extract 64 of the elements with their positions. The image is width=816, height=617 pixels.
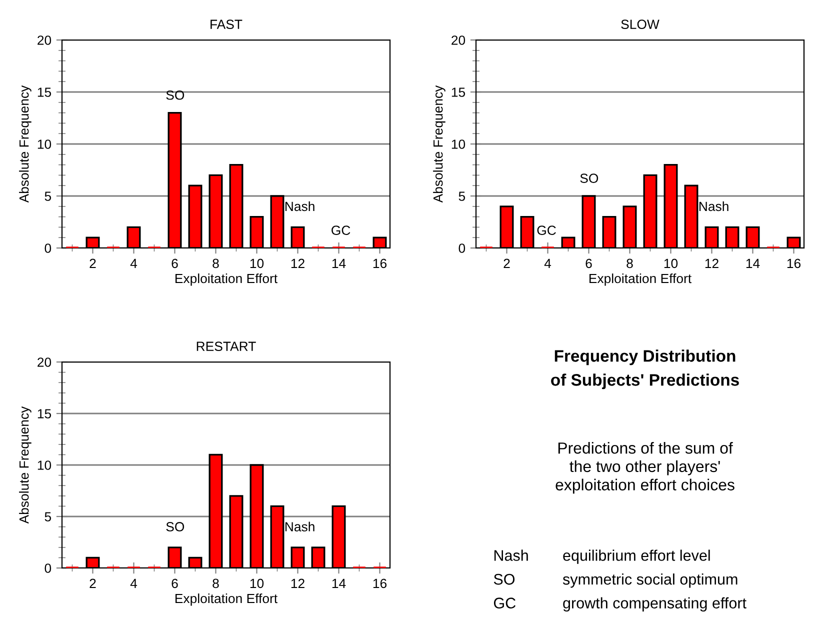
x-tick-label: 16 (373, 578, 387, 588)
x-tick-label: 10 (250, 258, 264, 268)
x-tick-label: 8 (626, 258, 633, 268)
x-tick-label: 6 (172, 258, 178, 268)
x-tick-label: 16 (373, 258, 387, 268)
x-tick-label: 14 (332, 578, 346, 588)
x-tick-label: 12 (291, 258, 304, 268)
annotation: SO (580, 174, 598, 183)
x-tick-label: 8 (212, 258, 219, 268)
x-tick-label: 4 (130, 258, 138, 268)
x-tick-label: 2 (504, 258, 510, 268)
y-tick-label: 15 (452, 88, 466, 97)
x-tick-label: 8 (212, 578, 219, 588)
x-tick-label: 2 (90, 578, 96, 588)
x-tick-label: 14 (746, 258, 760, 268)
x-tick-label: 6 (586, 258, 592, 268)
x-axis-title: Exploitation Effort (175, 273, 278, 286)
x-tick-label: 2 (90, 258, 96, 268)
y-tick-label: 0 (44, 564, 52, 573)
y-axis-title: Absolute Frequency (433, 85, 446, 203)
annotation: SO (166, 90, 184, 100)
y-tick-label: 20 (38, 36, 52, 45)
y-tick-label: 5 (44, 192, 52, 201)
text: growth compensating effort (563, 597, 746, 612)
annotation: SO (166, 522, 184, 532)
y-tick-label: 5 (458, 192, 466, 201)
x-axis-title: Exploitation Effort (175, 593, 278, 606)
x-axis-title: Exploitation Effort (589, 273, 692, 286)
x-tick-label: 16 (787, 258, 801, 268)
text: Frequency Distribution of Subjects' Predictions (551, 350, 739, 390)
chart-title: RESTART (196, 342, 256, 352)
x-tick-label: 10 (664, 258, 678, 268)
y-tick-label: 10 (38, 140, 52, 149)
text: symmetric social optimum (562, 573, 738, 588)
y-tick-label: 20 (38, 358, 52, 367)
y-axis-title: Absolute Frequency (19, 406, 32, 524)
y-tick-label: 15 (38, 409, 52, 418)
chart-title: FAST (210, 20, 242, 30)
y-tick-label: 15 (38, 88, 52, 97)
x-tick-label: 6 (172, 578, 178, 588)
y-tick-label: 10 (38, 460, 52, 470)
y-tick-label: 5 (44, 512, 52, 522)
annotation: Nash (285, 522, 314, 532)
y-tick-label: 0 (44, 244, 52, 253)
text: Nash (494, 550, 528, 561)
x-tick-label: 4 (130, 578, 138, 588)
text: SO (494, 574, 515, 585)
annotation: GC (332, 226, 350, 235)
text: equilibrium effort level (563, 550, 710, 564)
y-tick-label: 0 (458, 244, 466, 253)
y-tick-label: 20 (452, 36, 466, 45)
chart-title: SLOW (621, 20, 660, 30)
y-tick-label: 10 (452, 140, 466, 149)
x-tick-label: 14 (332, 258, 346, 268)
annotation: GC (537, 226, 556, 235)
x-tick-label: 10 (250, 578, 264, 588)
text: GC (494, 598, 516, 608)
x-tick-label: 4 (544, 258, 552, 268)
annotation: Nash (699, 201, 728, 212)
x-tick-label: 12 (705, 258, 718, 268)
annotation: Nash (285, 201, 314, 212)
y-axis-title: Absolute Frequency (19, 85, 32, 203)
text: Predictions of the sum of the two other players' exploitation effort choices (556, 442, 734, 494)
x-tick-label: 12 (291, 578, 304, 588)
